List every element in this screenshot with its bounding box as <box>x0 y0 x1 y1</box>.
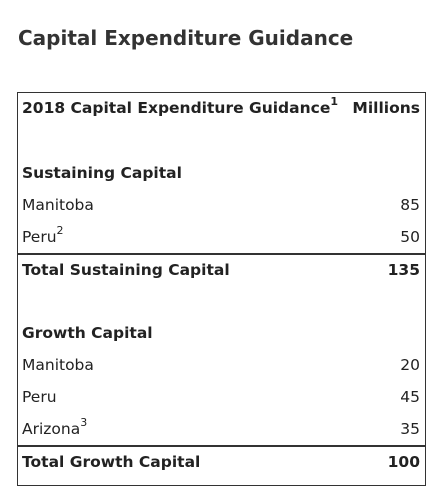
section-heading: Growth Capital <box>22 324 153 342</box>
total-value: 100 <box>387 453 420 471</box>
total-label: Total Growth Capital <box>22 451 200 473</box>
footnote-marker: 3 <box>80 415 88 429</box>
footnote-marker: 1 <box>330 94 339 108</box>
row-label: Manitoba <box>22 194 94 216</box>
table-border <box>17 92 426 486</box>
header-unit: Millions <box>352 99 420 117</box>
row-value: 85 <box>400 196 420 214</box>
row-value: 35 <box>400 420 420 438</box>
row-label: Manitoba <box>22 354 94 376</box>
footnote-marker: 2 <box>56 223 64 237</box>
total-label-text: Total Sustaining Capital <box>22 261 230 279</box>
total-rule <box>18 253 425 255</box>
row-label-text: Arizona <box>22 420 81 438</box>
header-label: 2018 Capital Expenditure Guidance1 <box>22 94 339 119</box>
row-label: Peru2 <box>22 223 64 248</box>
row-value: 50 <box>400 228 420 246</box>
row-label-text: Peru <box>22 228 57 246</box>
row-label-text: Manitoba <box>22 196 94 214</box>
row-label-text: Peru <box>22 388 57 406</box>
row-value: 45 <box>400 388 420 406</box>
row-value: 20 <box>400 356 420 374</box>
row-label-text: Manitoba <box>22 356 94 374</box>
page-title: Capital Expenditure Guidance <box>18 26 354 50</box>
total-rule <box>18 445 425 447</box>
total-value: 135 <box>387 261 420 279</box>
section-heading: Sustaining Capital <box>22 164 182 182</box>
total-label-text: Total Growth Capital <box>22 453 201 471</box>
total-label: Total Sustaining Capital <box>22 259 230 281</box>
header-label-text: 2018 Capital Expenditure Guidance <box>22 99 331 117</box>
row-label: Peru <box>22 386 57 408</box>
row-label: Arizona3 <box>22 415 88 440</box>
